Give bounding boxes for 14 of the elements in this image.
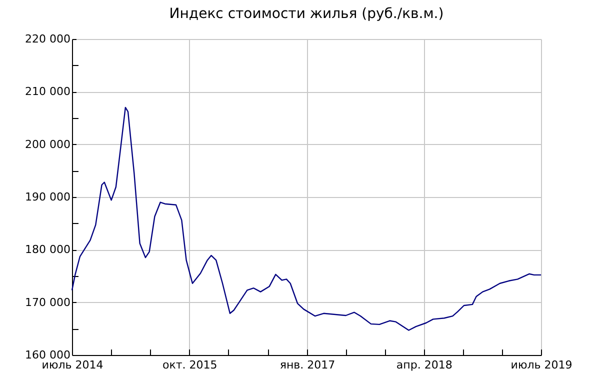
- chart-title: Индекс стоимости жилья (руб./кв.м.): [169, 6, 444, 22]
- y-tick-label: 170 000: [25, 296, 70, 309]
- x-tick-label: янв. 2017: [280, 358, 336, 372]
- x-tick-label: июль 2014: [42, 358, 104, 372]
- x-tick-label: апр. 2018: [396, 358, 452, 372]
- y-tick-label: 220 000: [25, 32, 70, 46]
- y-tick-label: 180 000: [25, 243, 70, 256]
- y-tick-label: 200 000: [25, 138, 70, 151]
- y-tick-label: 160 000: [25, 348, 70, 362]
- line-series: [71, 106, 542, 331]
- x-tick-label: июль 2019: [510, 358, 572, 372]
- y-tick-label: 190 000: [25, 190, 70, 204]
- x-tick-label: окт. 2015: [162, 358, 218, 372]
- y-tick-label: 210 000: [25, 85, 70, 98]
